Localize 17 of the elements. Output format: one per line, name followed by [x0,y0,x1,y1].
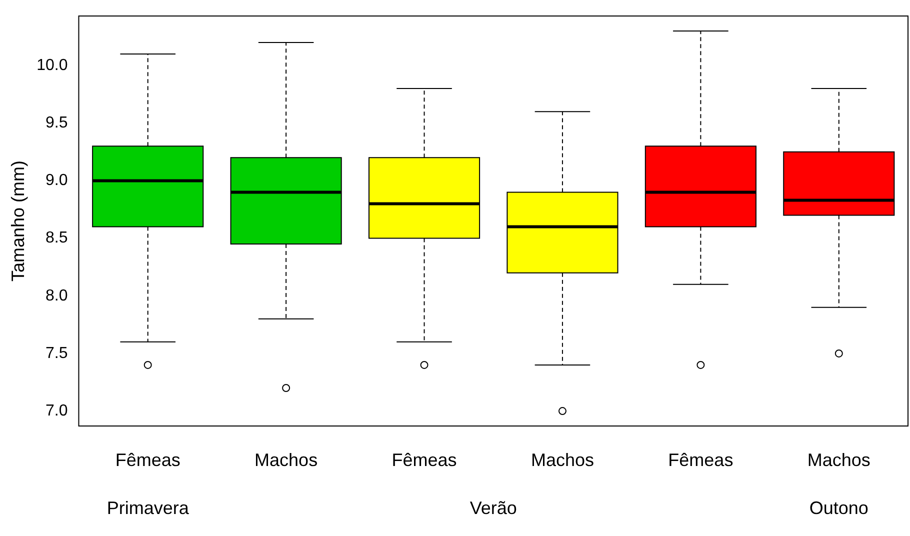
x-tick-label: Fêmeas [668,450,734,470]
x-tick-label: Machos [530,450,594,470]
y-tick-label: 7.5 [45,344,68,362]
y-axis-title: Tamanho (mm) [8,160,28,282]
x-tick-label: Machos [807,450,870,470]
y-tick-label: 7.0 [45,402,68,420]
y-tick-label: 9.5 [45,114,68,132]
text: Verão [470,498,517,518]
text: Primavera [106,498,190,518]
text: Outono [809,498,868,518]
y-tick-label: 9.0 [45,172,68,190]
y-tick-label: 8.5 [45,230,68,247]
y-tick-label: 8.0 [45,287,68,304]
x-tick-label: Fêmeas [392,450,457,470]
y-tick-label: 10.0 [36,56,68,74]
x-tick-label: Fêmeas [115,450,180,470]
x-tick-label: Machos [254,450,318,470]
